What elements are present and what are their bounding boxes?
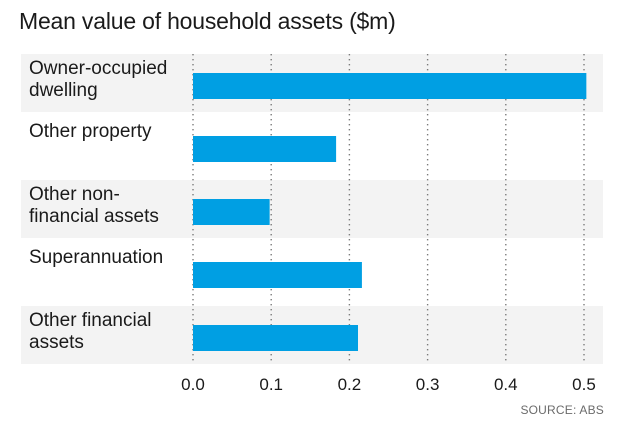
bar	[193, 325, 359, 351]
source-note: SOURCE: ABS	[520, 403, 604, 417]
bar	[193, 262, 362, 288]
category-label: Owner-occupied dwelling	[29, 58, 167, 101]
category-label: Other non-financial assets	[29, 184, 159, 227]
category-label: Other financial assets	[29, 310, 152, 353]
chart-title: Mean value of household assets ($m)	[19, 8, 396, 34]
x-tick-label: 0.5	[572, 375, 596, 394]
x-tick-label: 0.2	[338, 375, 362, 394]
bar	[193, 73, 587, 99]
x-tick-label: 0.3	[416, 375, 440, 394]
bar	[193, 136, 337, 162]
category-label: Superannuation	[29, 247, 163, 268]
x-tick-label: 0.0	[181, 375, 205, 394]
category-label: Other property	[29, 121, 152, 142]
x-tick-label: 0.4	[494, 375, 518, 394]
bar	[193, 199, 270, 225]
x-tick-label: 0.1	[259, 375, 283, 394]
